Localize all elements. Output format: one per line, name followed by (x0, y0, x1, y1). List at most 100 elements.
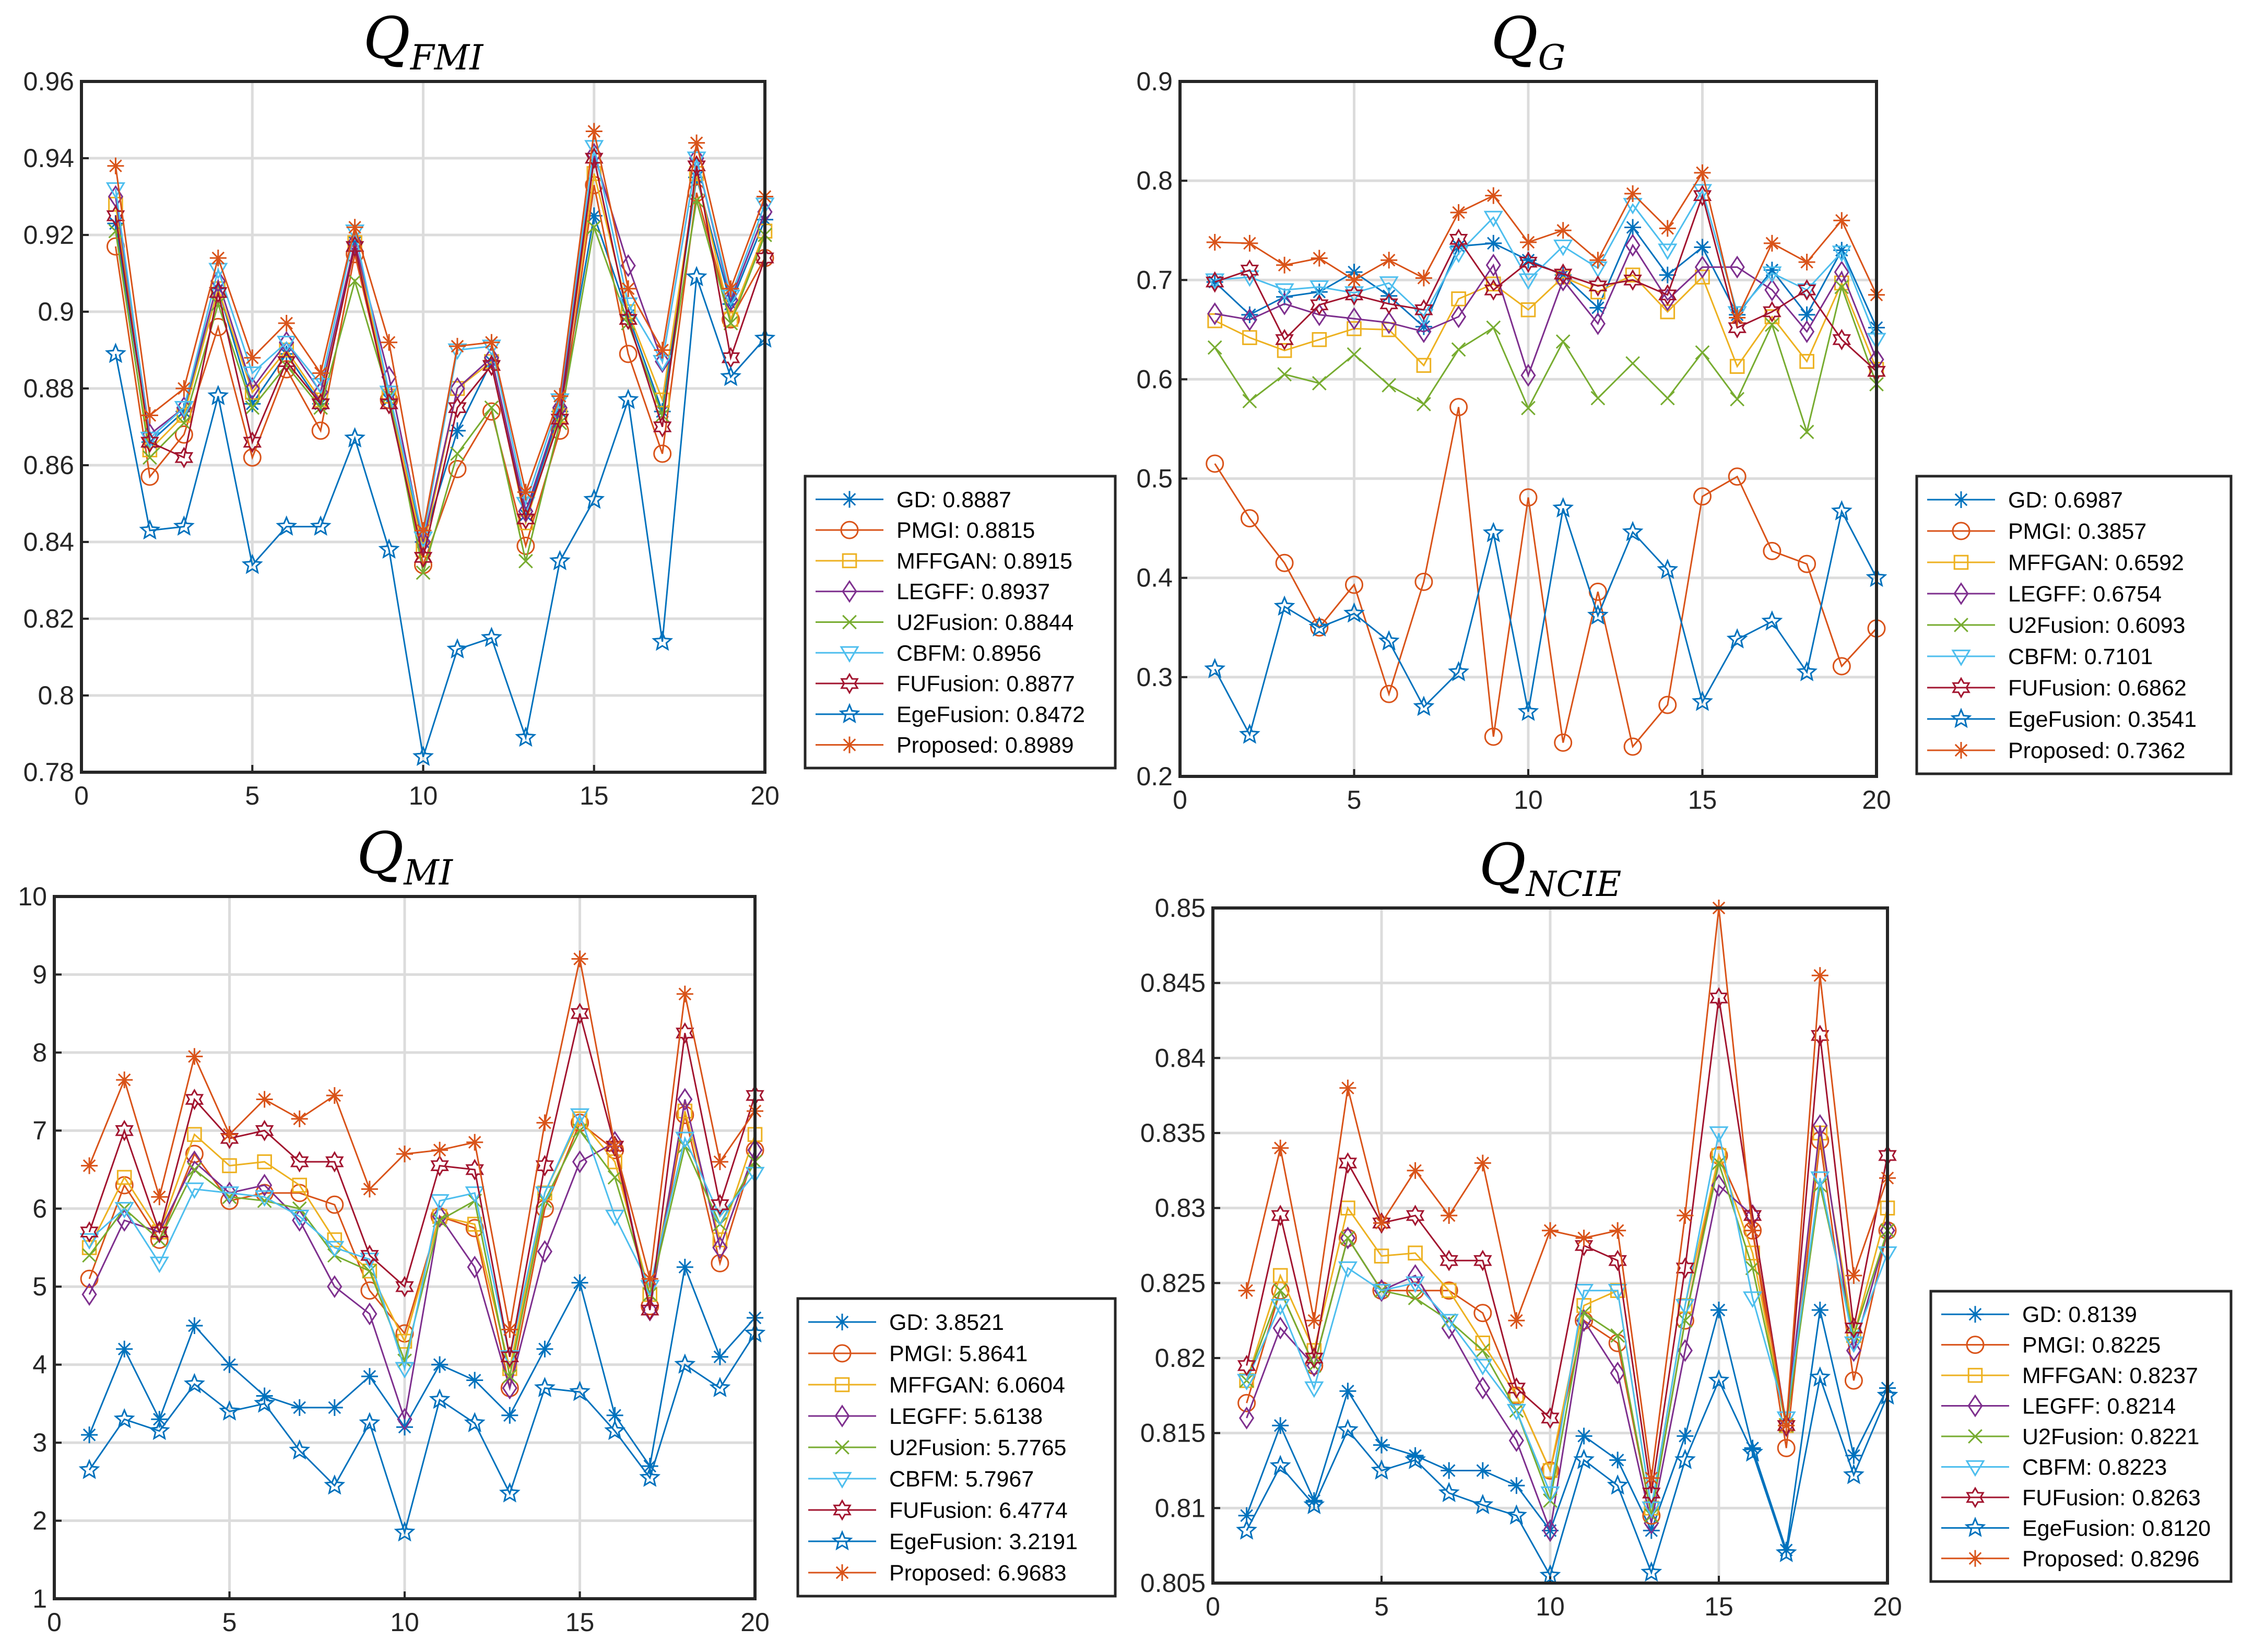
data-point-egefusion (219, 1400, 240, 1421)
data-point-gd (1373, 1436, 1390, 1454)
data-point-legff (1610, 1361, 1625, 1385)
data-point-gd (1305, 1492, 1323, 1509)
data-point-egefusion (481, 627, 502, 647)
data-point-cbfm (1473, 1359, 1493, 1376)
data-point-legff (1542, 1519, 1558, 1542)
data-point-gd (291, 1399, 308, 1416)
data-point-proposed (326, 1087, 343, 1104)
y-tick-label: 0.8 (38, 681, 74, 710)
data-point-fufusion (465, 1159, 484, 1181)
data-point-cbfm (184, 1182, 205, 1199)
data-point-proposed (1272, 1139, 1289, 1157)
series-group (1204, 164, 1887, 756)
legend-marker-proposed (1967, 1550, 1984, 1567)
data-point-cbfm (1506, 1403, 1527, 1421)
data-point-proposed (81, 1157, 98, 1174)
legend-marker-mffgan (1967, 1367, 1983, 1383)
data-point-fufusion (1777, 1414, 1796, 1436)
data-point-legff (1340, 1226, 1356, 1250)
data-point-fufusion (1693, 185, 1712, 207)
data-point-pmgi (711, 1254, 729, 1272)
data-point-u2fusion (1277, 367, 1292, 382)
data-point-gd (175, 403, 193, 420)
data-point-gd (326, 1399, 343, 1416)
data-point-gd (1450, 238, 1467, 255)
data-point-fufusion (1414, 299, 1433, 321)
data-point-egefusion (1438, 1482, 1460, 1502)
data-point-fufusion (1728, 317, 1747, 339)
chart-title: QFMI (363, 5, 485, 78)
data-point-egefusion (1573, 1448, 1595, 1469)
data-point-gd (186, 1317, 203, 1334)
x-tick-label: 0 (1206, 1592, 1220, 1621)
data-point-legff (1520, 363, 1536, 387)
data-point-proposed (654, 341, 671, 359)
data-point-mffgan (292, 1177, 308, 1193)
x-tick-label: 20 (750, 781, 780, 810)
data-point-u2fusion (1451, 342, 1466, 357)
data-point-egefusion (1505, 1504, 1527, 1525)
data-point-mffgan (677, 1103, 693, 1119)
x-tick-label: 0 (1173, 785, 1187, 815)
data-point-egefusion (1809, 1366, 1831, 1387)
data-point-fufusion (1608, 1249, 1627, 1271)
legend-marker-egefusion (1950, 707, 1972, 728)
y-tick-label: 0.5 (1136, 464, 1173, 493)
y-tick-label: 0.825 (1140, 1268, 1206, 1297)
title-subscript: MI (403, 853, 454, 893)
data-point-gd (1845, 1447, 1862, 1464)
data-point-fufusion (311, 393, 330, 415)
legend-marker-fufusion (1952, 677, 1970, 699)
data-point-u2fusion (1610, 1328, 1625, 1343)
data-point-u2fusion (245, 400, 260, 415)
y-tick-label: 0.84 (23, 527, 74, 557)
data-point-cbfm (1658, 243, 1678, 261)
data-point-gd (116, 1340, 133, 1358)
data-point-mffgan (1799, 353, 1814, 369)
data-point-legff (1346, 307, 1362, 331)
data-point-u2fusion (1730, 392, 1745, 407)
x-tick-label: 5 (222, 1608, 237, 1637)
data-point-gd (571, 1274, 588, 1291)
data-point-mffgan (1277, 343, 1292, 358)
legend-marker-egefusion (831, 1530, 853, 1551)
data-point-egefusion (184, 1373, 205, 1394)
y-tick-label: 0.96 (23, 67, 74, 96)
data-point-proposed (1407, 1162, 1424, 1179)
legend-label: Proposed: 0.7362 (2008, 738, 2186, 763)
data-point-cbfm (254, 1190, 275, 1207)
data-point-gd (606, 1407, 623, 1424)
y-tick-label: 0.2 (1136, 762, 1173, 791)
data-point-legff (1207, 302, 1223, 325)
data-point-gd (466, 1372, 483, 1389)
data-point-egefusion (686, 266, 707, 287)
data-point-legff (1242, 308, 1258, 332)
data-point-legff (620, 254, 636, 277)
chart-title: QG (1491, 5, 1566, 78)
data-point-cbfm (79, 1233, 99, 1250)
title-subscript: NCIE (1525, 864, 1622, 904)
data-point-pmgi (80, 1269, 99, 1288)
data-point-fufusion (395, 1276, 414, 1297)
legend-label: FUFusion: 6.4774 (889, 1498, 1068, 1523)
legend-marker-u2fusion (842, 615, 857, 630)
data-point-gd (1624, 219, 1642, 236)
data-point-fufusion (174, 446, 194, 468)
legend-label: EgeFusion: 0.8472 (896, 702, 1085, 727)
data-point-pmgi (1763, 541, 1781, 560)
data-point-proposed (209, 250, 227, 267)
data-point-proposed (256, 1091, 273, 1108)
data-point-cbfm (1762, 266, 1782, 283)
data-point-fufusion (550, 408, 570, 430)
series-line-fufusion (88, 1013, 756, 1357)
data-point-legff (1277, 292, 1292, 315)
data-point-cbfm (1742, 1291, 1763, 1308)
legend-marker-gd (1967, 1306, 1984, 1323)
data-point-gd (1677, 1427, 1694, 1445)
data-point-pmgi (1798, 554, 1816, 573)
data-point-legff (1660, 288, 1675, 312)
legend-label: Proposed: 6.9683 (889, 1561, 1067, 1586)
data-point-egefusion (139, 519, 161, 540)
data-point-proposed (1729, 309, 1746, 326)
